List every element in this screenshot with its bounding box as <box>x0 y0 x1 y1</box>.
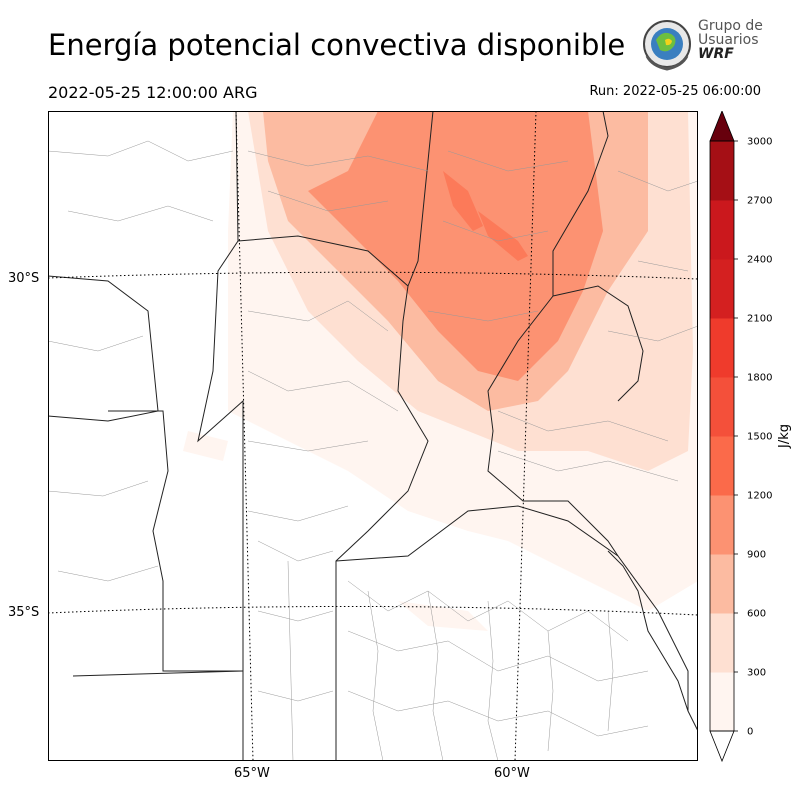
province-borders <box>48 111 689 761</box>
graticule-lon-65w <box>235 111 254 761</box>
colorbar-bands <box>709 111 735 763</box>
lon-label-65w: 65°W <box>234 766 270 781</box>
colorbar-band <box>710 200 734 260</box>
colorbar-band <box>710 613 734 673</box>
colorbar-extend-under <box>709 730 735 763</box>
logo-line-3: WRF <box>698 46 734 62</box>
map-frame <box>48 111 698 761</box>
colorbar-tick-label: 1500 <box>747 432 772 443</box>
colorbar-tick-label: 2100 <box>747 314 772 325</box>
colorbar-tick-label: 3000 <box>747 137 772 148</box>
colorbar-tick-label: 1800 <box>747 373 772 384</box>
colorbar-band <box>710 495 734 555</box>
colorbar-band <box>710 672 734 732</box>
graticule-lon-60w <box>514 111 537 761</box>
run-time: Run: 2022-05-25 06:00:00 <box>589 84 761 99</box>
colorbar-ticks: 0 300 600 900 1200 1500 1800 2100 2400 2700 3000 <box>734 137 772 738</box>
cape-patch-south <box>183 431 488 631</box>
colorbar-band <box>710 377 734 437</box>
colorbar-band <box>710 554 734 614</box>
colorbar-tick-label: 0 <box>747 727 753 738</box>
colorbar-band <box>710 259 734 319</box>
logo-line-2: Usuarios <box>698 32 759 48</box>
colorbar-band <box>710 318 734 378</box>
logo-line-1: Grupo de <box>698 18 763 34</box>
coastline <box>607 550 698 732</box>
colorbar-tick-label: 2400 <box>747 255 772 266</box>
wrf-globe-icon <box>643 20 691 71</box>
colorbar-tick-label: 900 <box>747 550 766 561</box>
colorbar-tick-label: 2700 <box>747 196 772 207</box>
valid-time: 2022-05-25 12:00:00 ARG <box>48 83 258 102</box>
colorbar-tick-label: 600 <box>747 609 766 620</box>
department-borders <box>48 140 698 761</box>
cape-colorbar: 0 300 600 900 1200 1500 1800 2100 2400 2700 3000 J… <box>709 111 792 763</box>
wrf-users-logo: Grupo de Usuarios WRF <box>638 16 763 74</box>
cape-map <box>48 111 698 761</box>
cape-band-900 <box>308 111 603 381</box>
colorbar-unit-label: J/kg <box>777 424 792 449</box>
cape-band-1200 <box>443 171 528 261</box>
chart-title: Energía potencial convectiva disponible <box>48 28 626 62</box>
lat-label-35s: 35°S <box>8 605 40 620</box>
graticule <box>48 111 698 761</box>
colorbar-extend-over <box>709 111 735 142</box>
graticule-lat-30s <box>48 271 698 280</box>
graticule-lat-35s <box>48 605 698 616</box>
lon-label-60w: 60°W <box>494 766 530 781</box>
colorbar-band <box>710 141 734 201</box>
colorbar-tick-label: 1200 <box>747 491 772 502</box>
colorbar-band <box>710 436 734 496</box>
lat-label-30s: 30°S <box>8 271 40 286</box>
colorbar-tick-label: 300 <box>747 668 766 679</box>
